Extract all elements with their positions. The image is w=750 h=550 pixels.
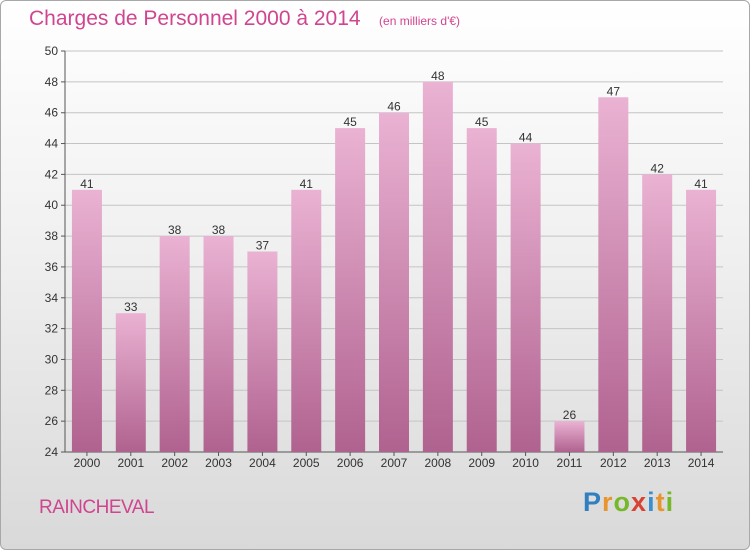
bar: [598, 97, 629, 453]
brand-letter: t: [655, 487, 666, 517]
chart-unit: (en milliers d'€): [379, 14, 461, 28]
bars: [71, 81, 717, 453]
bar: [203, 236, 234, 452]
y-tick-label: 46: [45, 106, 59, 120]
x-tick-label: 2006: [337, 456, 364, 470]
y-tick-label: 48: [45, 75, 59, 89]
x-tick-label: 2000: [74, 456, 101, 470]
data-label: 44: [519, 131, 533, 145]
x-tick-label: 2009: [468, 456, 495, 470]
x-tick-label: 2012: [600, 456, 627, 470]
bar: [422, 81, 453, 452]
data-label: 45: [475, 115, 489, 129]
y-tick-label: 50: [45, 44, 59, 58]
y-tick-label: 34: [45, 291, 59, 305]
y-tick-label: 44: [45, 137, 59, 151]
brand-letter: x: [631, 487, 648, 517]
data-label: 41: [300, 177, 314, 191]
bar: [554, 421, 585, 452]
y-tick-label: 28: [45, 383, 59, 397]
x-tick-label: 2008: [425, 456, 452, 470]
data-label: 38: [168, 223, 182, 237]
y-tick-label: 32: [45, 322, 59, 336]
data-label: 47: [607, 84, 621, 98]
bar: [686, 189, 717, 453]
x-tick-label: 2005: [293, 456, 320, 470]
chart-title: Charges de Personnel 2000 à 2014: [29, 7, 361, 30]
data-label: 45: [343, 115, 357, 129]
data-label: 41: [694, 177, 708, 191]
y-tick-label: 26: [45, 414, 59, 428]
data-label: 46: [387, 100, 401, 114]
data-label: 38: [212, 223, 226, 237]
brand-letter: r: [602, 487, 614, 517]
bar: [510, 143, 541, 453]
data-label: 26: [563, 408, 577, 422]
x-tick-label: 2007: [381, 456, 408, 470]
brand-letter: i: [647, 487, 656, 517]
brand-logo: Proxiti: [583, 487, 674, 518]
bar: [115, 313, 146, 452]
x-tick-label: 2011: [557, 456, 583, 470]
bar: [247, 251, 278, 452]
data-label: 42: [651, 161, 665, 175]
x-tick-label: 2013: [644, 456, 671, 470]
bar: [379, 112, 409, 452]
bar: [466, 128, 497, 452]
y-tick-label: 24: [45, 445, 59, 459]
data-labels: 41 33 38 38 37 41 45 46 48 45 44 26 47 42 41: [80, 69, 708, 422]
x-tick-label: 2014: [688, 456, 715, 470]
data-label: 33: [124, 300, 138, 314]
brand-letter: o: [613, 487, 632, 517]
bar: [642, 174, 673, 452]
x-tick-label: 2002: [161, 456, 188, 470]
y-tick-label: 40: [45, 198, 59, 212]
brand-letter: P: [583, 487, 603, 517]
y-tick-label: 42: [45, 167, 59, 181]
y-tick-label: 30: [45, 352, 59, 366]
commune-name: RAINCHEVAL: [39, 497, 155, 518]
y-tick-label: 36: [45, 260, 59, 274]
data-label: 37: [256, 239, 270, 253]
brand-letter: i: [665, 487, 675, 517]
y-tick-label: 38: [45, 229, 59, 243]
bar: [291, 189, 322, 453]
data-label: 41: [80, 177, 94, 191]
data-label: 48: [431, 69, 445, 83]
title-row: Charges de Personnel 2000 à 2014 (en mil…: [29, 7, 460, 31]
bar: [159, 236, 190, 452]
x-tick-label: 2001: [117, 456, 144, 470]
x-tick-label: 2003: [205, 456, 232, 470]
bar: [335, 128, 366, 452]
bar: [71, 189, 102, 453]
x-tick-label: 2010: [512, 456, 539, 470]
x-tick-label: 2004: [249, 456, 276, 470]
